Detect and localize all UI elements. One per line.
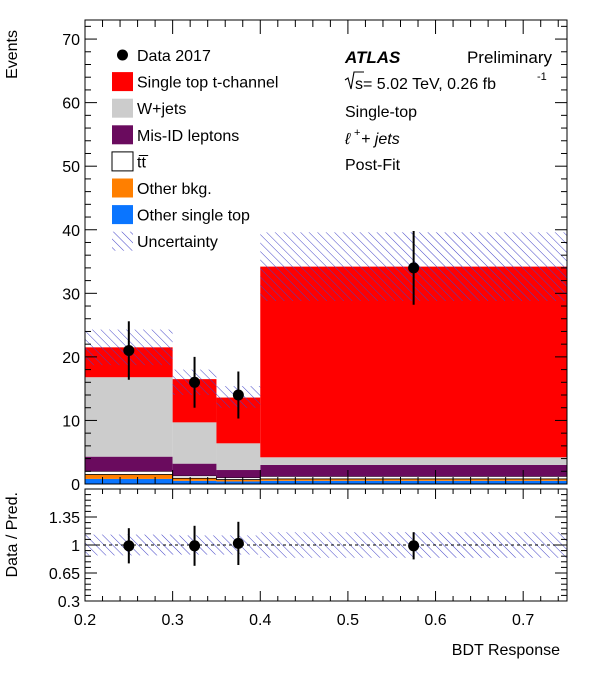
data-point-2 — [232, 389, 244, 401]
channel-charge: + — [354, 127, 360, 139]
legend-label-tt: tt̅ — [137, 154, 148, 171]
legend-label-w-jets: W+jets — [137, 101, 186, 118]
stack-bar-other-bkg-bin-0 — [85, 474, 173, 479]
y-tick-label-4: 40 — [62, 223, 80, 240]
stack-bar-tt-bin-1 — [172, 475, 217, 479]
x-axis-label: BDT Response — [452, 642, 560, 659]
atlas-text: ATLAS — [344, 48, 401, 67]
legend-swatch-w-jets — [112, 98, 133, 118]
channel-jets: + jets — [361, 131, 400, 148]
x-tick-label-1: 0.3 — [162, 612, 184, 629]
y-tick-label-7: 70 — [62, 32, 80, 49]
stack-bar-other-single-top-bin-0 — [85, 478, 173, 484]
y-axis-ticks: 0 10 20 30 40 50 60 70 — [62, 25, 567, 494]
legend: Data 2017 Single top t-channel W+jets Mis-I… — [111, 48, 278, 251]
legend-uncertainty-swatch — [112, 231, 133, 251]
ratio-y-tick-label-0: 0.3 — [58, 594, 80, 611]
y-tick-label-6: 60 — [62, 96, 80, 113]
y-tick-label-2: 20 — [62, 350, 80, 367]
ratio-points — [123, 521, 420, 566]
y-tick-label-1: 10 — [62, 413, 80, 430]
y-tick-label-5: 50 — [62, 159, 80, 176]
stack-bar-w-jets-bin-3 — [260, 457, 567, 465]
stack-bar-other-bkg-bin-3 — [260, 478, 567, 481]
region-label: Single-top — [345, 104, 417, 121]
x-tick-label-4: 0.6 — [424, 612, 446, 629]
x-tick-label-3: 0.5 — [337, 612, 359, 629]
energy-lumi-label: s = 5.02 TeV, 0.26 fb -1 — [344, 71, 547, 93]
energy-sqrt-s: s — [355, 76, 363, 93]
stack-bar-w-jets-bin-0 — [85, 377, 173, 457]
ratio-point-2 — [232, 537, 244, 549]
y-axis-label: Events — [4, 30, 21, 79]
ratio-y-axis-label: Data / Pred. — [4, 492, 21, 577]
channel-label: ℓ + + jets — [344, 127, 400, 148]
stack-bar-other-bkg-bin-2 — [216, 479, 261, 482]
ratio-y-tick-label-2: 1 — [71, 538, 80, 555]
stack-bar-tt-bin-2 — [216, 477, 261, 480]
x-axis-ticks: 0.2 0.3 0.4 0.5 0.6 0.7 — [74, 489, 559, 629]
stack-bar-tt-bin-0 — [84, 470, 174, 475]
postfit-label: Post-Fit — [345, 157, 401, 174]
x-tick-label-5: 0.7 — [512, 612, 534, 629]
stack-bar-mis-id-leptons-bin-2 — [216, 470, 261, 478]
stack-bar-other-single-top-bin-1 — [172, 480, 217, 484]
data-point-3 — [408, 262, 420, 274]
ratio-y-tick-label-1: 0.65 — [49, 566, 80, 583]
channel-lepton: ℓ — [344, 131, 351, 148]
y-tick-label-3: 30 — [62, 286, 80, 303]
legend-swatch-other-bkg — [112, 178, 133, 198]
legend-label-uncertainty: Uncertainty — [137, 234, 218, 251]
stack-bar-tt-bin-3 — [259, 475, 568, 480]
stack-bar-other-bkg-bin-1 — [172, 478, 217, 481]
ratio-y-axis-ticks: 0.3 0.65 1 1.35 — [49, 488, 567, 611]
legend-swatch-single-top-t-channel — [112, 72, 133, 92]
legend-swatch-tt — [111, 151, 134, 172]
legend-label-other-single-top: Other single top — [137, 208, 250, 225]
preliminary-text: Preliminary — [467, 48, 553, 67]
ratio-point-1 — [189, 540, 201, 552]
data-point-0 — [123, 345, 135, 357]
stack-bar-w-jets-bin-1 — [172, 422, 217, 464]
ratio-point-3 — [408, 540, 420, 552]
stack-bar-other-single-top-bin-3 — [260, 480, 567, 484]
stack-bar-mis-id-leptons-bin-3 — [260, 464, 567, 477]
stack-bar-mis-id-leptons-bin-1 — [172, 463, 217, 476]
data-point-1 — [189, 376, 201, 388]
legend-label-single-top-t-channel: Single top t-channel — [137, 75, 278, 92]
x-tick-label-2: 0.4 — [249, 612, 271, 629]
y-tick-label-0: 0 — [71, 477, 80, 494]
x-tick-label-0: 0.2 — [74, 612, 96, 629]
sqrt-symbol — [344, 71, 364, 90]
legend-label-data-2017: Data 2017 — [137, 48, 211, 65]
stack-bar-w-jets-bin-2 — [216, 443, 261, 471]
main-plot-frame — [84, 19, 568, 485]
ratio-y-tick-label-3: 1.35 — [49, 510, 80, 527]
legend-data-marker — [117, 49, 128, 61]
x-axis-ticks-top — [84, 20, 559, 484]
atlas-label: ATLAS Preliminary — [344, 48, 552, 67]
legend-label-mis-id-leptons: Mis-ID leptons — [137, 128, 239, 145]
energy-lumi-text: = 5.02 TeV, 0.26 fb — [363, 76, 496, 93]
ratio-point-0 — [123, 540, 135, 552]
lumi-exponent: -1 — [537, 71, 547, 83]
data-points — [123, 231, 420, 419]
stack-bar-other-single-top-bin-2 — [216, 481, 261, 484]
legend-swatch-other-single-top — [112, 205, 133, 225]
main-panel: 0 10 20 30 40 50 60 70 Events — [4, 19, 568, 494]
stack-bar-mis-id-leptons-bin-0 — [85, 456, 173, 472]
legend-label-other-bkg: Other bkg. — [137, 181, 212, 198]
legend-swatch-mis-id-leptons — [112, 125, 133, 145]
